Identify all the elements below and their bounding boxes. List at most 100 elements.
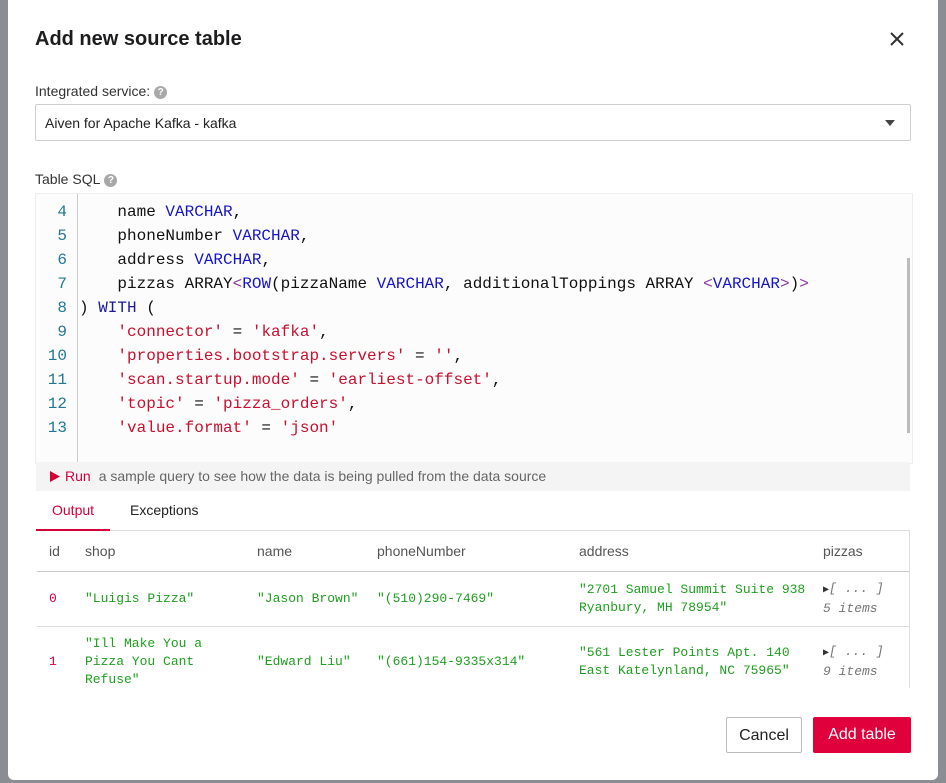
table-cell: "Edward Liu"	[245, 626, 365, 688]
line-number: 4	[57, 203, 67, 221]
collapsed-array[interactable]: ▶[ ... ]	[823, 643, 909, 663]
column-header: id	[37, 531, 73, 572]
dialog-title: Add new source table	[35, 28, 242, 50]
run-link[interactable]: Run	[65, 468, 91, 484]
tabs: Output Exceptions	[36, 491, 910, 531]
sql-editor[interactable]: 4 name VARCHAR, 5 phoneNumber VARCHAR, 6 a…	[35, 193, 913, 464]
tab[interactable]: Output	[36, 491, 111, 531]
column-header: shop	[73, 531, 245, 572]
code-line: 6 address VARCHAR,	[36, 248, 271, 272]
label-text: Table SQL	[35, 171, 101, 187]
column-header: name	[245, 531, 365, 572]
code-line: 7 pizzas ARRAY<ROW(pizzaName VARCHAR, ad…	[36, 272, 808, 296]
table-cell: "Luigis Pizza"	[73, 571, 245, 627]
code-token: (pizzaName	[271, 275, 377, 293]
code-token: =	[251, 419, 281, 437]
code-token: 'json'	[280, 419, 339, 437]
column-header: phoneNumber	[365, 531, 567, 572]
help-icon[interactable]: ?	[104, 174, 118, 187]
table-cell: 1	[37, 626, 73, 688]
header-row: id shop name phoneNumber address pizzas	[37, 531, 909, 572]
code-token: , additionalToppings ARRAY	[443, 275, 704, 293]
collapsed-array[interactable]: ▶[ ... ]	[823, 580, 909, 600]
code-line: 5 phoneNumber VARCHAR,	[36, 224, 309, 248]
table-cell: ▶[ ... ] 9 items	[811, 626, 909, 688]
code-token: =	[405, 347, 435, 365]
table-cell: "561 Lester Points Apt. 140 East Katelyn…	[567, 626, 811, 688]
code-token: 'kafka'	[251, 323, 320, 341]
cancel-button[interactable]: Cancel	[726, 717, 802, 753]
line-number: 6	[57, 251, 67, 269]
code-token: 'properties.bootstrap.servers'	[117, 347, 406, 365]
table-cell: "Jason Brown"	[245, 571, 365, 627]
code-token: <	[703, 275, 713, 293]
code-line: 12 'topic' = 'pizza_orders',	[36, 392, 358, 416]
code-line: 4 name VARCHAR,	[36, 200, 242, 224]
code-token: =	[299, 371, 329, 389]
run-bar: Run a sample query to see how the data is…	[36, 462, 910, 491]
table-cell: "2701 Samuel Summit Suite 938 Ryanbury, …	[567, 571, 811, 627]
code-token: phoneNumber	[79, 227, 233, 245]
gutter-divider	[77, 194, 78, 463]
code-token: WITH	[98, 299, 137, 317]
item-count: 9 items	[823, 664, 878, 679]
line-number: 10	[47, 347, 67, 365]
code-token: 'connector'	[117, 323, 224, 341]
code-token: =	[184, 395, 214, 413]
table-cell: 0	[37, 571, 73, 627]
table: id shop name phoneNumber address pizzas 0 "Lui…	[37, 531, 909, 688]
code-token: (	[136, 299, 156, 317]
code-token: VARCHAR	[712, 275, 780, 293]
code-token: pizzas ARRAY	[79, 275, 233, 293]
code-line: 11 'scan.startup.mode' = 'earliest-offse…	[36, 368, 502, 392]
expand-icon[interactable]: ▶	[823, 585, 830, 596]
code-token: address	[79, 251, 195, 269]
code-token: name	[79, 203, 166, 221]
tab[interactable]: Exceptions	[130, 502, 199, 518]
column-header: address	[567, 531, 811, 572]
close-button[interactable]	[888, 30, 906, 48]
dropdown-caret	[885, 120, 895, 126]
code-token: >	[779, 275, 790, 293]
code-line: 9 'connector' = 'kafka',	[36, 320, 329, 344]
code-token: <	[232, 275, 243, 293]
code-token: ,	[232, 203, 243, 221]
item-count: 5 items	[823, 601, 878, 616]
code-line: 8) WITH (	[36, 296, 156, 320]
code-token: )	[79, 299, 99, 317]
scrollbar[interactable]	[907, 258, 910, 433]
code-token: VARCHAR	[232, 227, 300, 245]
code-token: ''	[434, 347, 454, 365]
table-row[interactable]: 0 "Luigis Pizza" "Jason Brown" "(510)290-74…	[37, 571, 909, 627]
table-cell: ▶[ ... ] 5 items	[811, 571, 909, 627]
line-number: 13	[47, 419, 67, 437]
code-token: ,	[347, 395, 358, 413]
code-token: =	[223, 323, 252, 341]
code-line: 13 'value.format' = 'json'	[36, 416, 338, 440]
code-token: ROW	[242, 275, 272, 293]
code-token: ,	[319, 323, 329, 341]
line-number: 11	[47, 371, 67, 389]
code-token	[79, 371, 117, 389]
code-token: VARCHAR	[165, 203, 233, 221]
service-select[interactable]: Aiven for Apache Kafka - kafka	[35, 104, 911, 141]
code-token	[79, 323, 117, 341]
label-text: Integrated service:	[35, 83, 151, 99]
code-token: 'value.format'	[117, 419, 252, 437]
line-number: 5	[57, 227, 67, 245]
code-token: VARCHAR	[376, 275, 444, 293]
run-icon[interactable]	[50, 471, 60, 482]
help-icon[interactable]: ?	[154, 86, 168, 99]
code-token: 'pizza_orders'	[213, 395, 348, 413]
code-token: ,	[299, 227, 310, 245]
column-header: pizzas	[811, 531, 909, 572]
code-token: )	[789, 275, 800, 293]
code-token: ,	[453, 347, 464, 365]
table-row[interactable]: 1 "Ill Make You a Pizza You Cant Refuse" "…	[37, 626, 909, 688]
code-token: ,	[261, 251, 272, 269]
expand-icon[interactable]: ▶	[823, 648, 830, 659]
table-cell: "Ill Make You a Pizza You Cant Refuse"	[73, 626, 245, 688]
code-token: 'earliest-offset'	[328, 371, 492, 389]
add-button[interactable]: Add table	[813, 717, 911, 753]
